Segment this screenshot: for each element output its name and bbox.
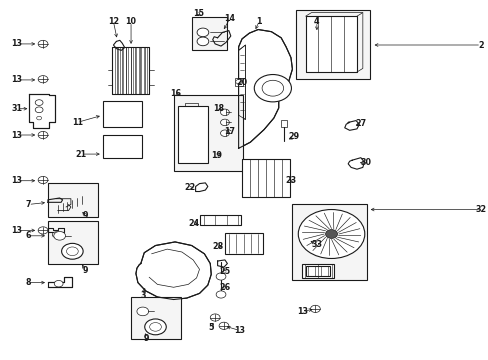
Circle shape: [35, 107, 43, 113]
Circle shape: [220, 119, 229, 126]
Circle shape: [38, 176, 48, 184]
Circle shape: [197, 28, 208, 37]
Text: 19: 19: [211, 151, 222, 160]
Circle shape: [235, 80, 241, 84]
Text: 25: 25: [219, 267, 230, 276]
Text: 7: 7: [25, 200, 31, 209]
Bar: [173, 95, 243, 171]
Circle shape: [66, 247, 78, 256]
Text: 21: 21: [75, 150, 86, 158]
Text: 32: 32: [475, 205, 486, 214]
Circle shape: [38, 227, 48, 234]
Text: 14: 14: [224, 14, 235, 23]
Bar: [292, 204, 366, 280]
Circle shape: [149, 323, 161, 331]
Text: 29: 29: [288, 132, 299, 141]
Text: 10: 10: [125, 17, 136, 26]
Circle shape: [54, 231, 65, 240]
Text: 24: 24: [188, 219, 199, 228]
Text: 13: 13: [12, 76, 22, 85]
Text: 18: 18: [213, 104, 224, 112]
Circle shape: [54, 280, 63, 287]
Text: 6: 6: [25, 231, 31, 240]
Bar: [131, 297, 181, 339]
Circle shape: [220, 130, 229, 136]
Text: 3: 3: [140, 292, 145, 300]
Bar: [48, 183, 98, 217]
Text: 33: 33: [311, 240, 322, 249]
Text: 13: 13: [12, 176, 22, 185]
Circle shape: [210, 314, 220, 321]
Bar: [191, 17, 226, 50]
Polygon shape: [48, 277, 72, 287]
Polygon shape: [29, 94, 55, 128]
Circle shape: [35, 100, 43, 105]
Circle shape: [52, 232, 60, 238]
Circle shape: [37, 116, 41, 120]
Bar: [112, 47, 149, 94]
Circle shape: [325, 230, 337, 238]
Circle shape: [197, 37, 208, 46]
Text: 11: 11: [72, 118, 82, 127]
Text: 13: 13: [12, 40, 22, 49]
Circle shape: [298, 210, 364, 258]
Circle shape: [310, 305, 320, 312]
Circle shape: [262, 80, 283, 96]
Text: 4: 4: [313, 17, 319, 26]
Circle shape: [220, 109, 229, 116]
Text: 28: 28: [212, 242, 224, 251]
Circle shape: [38, 76, 48, 83]
Text: 9: 9: [82, 211, 88, 220]
Bar: [242, 159, 289, 197]
Circle shape: [137, 307, 148, 316]
Text: 31: 31: [12, 104, 22, 113]
Text: 13: 13: [12, 226, 22, 235]
Text: 23: 23: [285, 176, 296, 185]
Polygon shape: [238, 45, 245, 120]
Text: 9: 9: [143, 334, 149, 343]
Bar: [178, 106, 207, 163]
Text: 30: 30: [360, 158, 370, 167]
Text: 12: 12: [108, 17, 119, 26]
Bar: [305, 16, 356, 72]
Circle shape: [38, 131, 48, 139]
Text: 8: 8: [25, 278, 31, 287]
Text: 13: 13: [296, 307, 307, 316]
Bar: [102, 135, 142, 158]
Bar: [102, 101, 142, 127]
Circle shape: [219, 322, 228, 329]
Text: 26: 26: [219, 284, 230, 292]
Text: 15: 15: [193, 9, 203, 18]
Bar: [48, 221, 98, 264]
Bar: [280, 120, 286, 127]
Bar: [224, 233, 263, 254]
Bar: [302, 264, 333, 278]
Circle shape: [216, 273, 225, 280]
Circle shape: [216, 291, 225, 298]
Text: 27: 27: [355, 118, 366, 127]
Circle shape: [61, 243, 83, 259]
Text: 16: 16: [170, 89, 181, 98]
Text: 13: 13: [234, 326, 244, 335]
Polygon shape: [238, 30, 292, 148]
Bar: [234, 78, 242, 86]
Bar: [200, 215, 240, 225]
Text: 20: 20: [236, 77, 247, 86]
Circle shape: [254, 75, 291, 102]
Text: 5: 5: [208, 323, 214, 332]
Text: 17: 17: [224, 127, 235, 136]
Polygon shape: [136, 242, 211, 300]
Bar: [305, 266, 329, 276]
Bar: [295, 10, 369, 79]
Text: 1: 1: [256, 17, 262, 26]
Circle shape: [38, 40, 48, 48]
Text: 2: 2: [477, 40, 483, 49]
Text: 22: 22: [183, 184, 195, 192]
Text: 13: 13: [12, 130, 22, 139]
Text: 9: 9: [82, 266, 88, 275]
Circle shape: [144, 319, 166, 335]
